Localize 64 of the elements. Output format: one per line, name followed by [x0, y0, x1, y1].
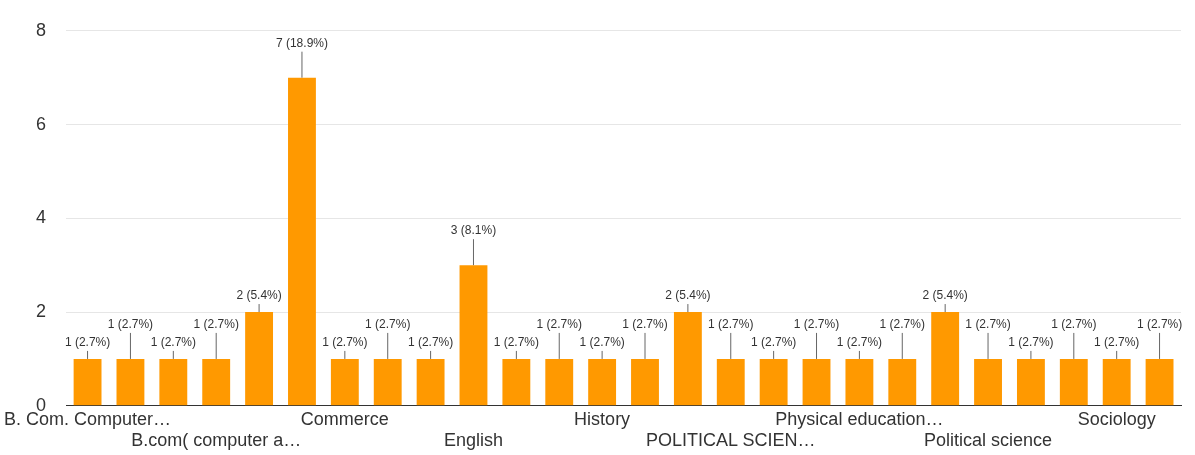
- bar: [330, 358, 359, 406]
- x-tick-label: Commerce: [300, 408, 389, 429]
- bar: [416, 358, 445, 406]
- bar: [845, 358, 874, 406]
- bar: [931, 312, 960, 406]
- bar: [802, 358, 831, 406]
- data-label: 1 (2.7%): [879, 317, 925, 332]
- data-label: 1 (2.7%): [793, 317, 840, 332]
- data-label: 7 (18.9%): [275, 35, 328, 50]
- bar: [588, 358, 617, 406]
- data-label: 1 (2.7%): [708, 317, 754, 332]
- data-label: 3 (8.1%): [450, 223, 497, 238]
- bar: [73, 358, 102, 406]
- data-label: 1 (2.7%): [1136, 317, 1183, 332]
- bar: [974, 358, 1002, 406]
- x-tick-label: English: [443, 430, 503, 451]
- bar: [673, 312, 702, 406]
- bar: [502, 358, 531, 406]
- data-label: 1 (2.7%): [1094, 335, 1140, 350]
- data-label: 1 (2.7%): [407, 335, 454, 350]
- bar: [1102, 358, 1131, 406]
- data-label: 2 (5.4%): [665, 288, 711, 303]
- data-label: 1 (2.7%): [322, 335, 368, 350]
- data-label: 1 (2.7%): [750, 335, 797, 350]
- bar: [202, 358, 231, 406]
- data-label: 1 (2.7%): [1008, 335, 1054, 350]
- bar: [1145, 358, 1174, 406]
- x-tick-label: Political science: [924, 430, 1053, 451]
- data-label: 1 (2.7%): [579, 335, 625, 350]
- bar: [759, 358, 788, 406]
- data-label: 1 (2.7%): [965, 317, 1011, 332]
- bar: [888, 358, 917, 406]
- data-label: 1 (2.7%): [107, 317, 154, 332]
- bar: [288, 77, 316, 406]
- data-label: 1 (2.7%): [193, 317, 239, 332]
- data-label: 1 (2.7%): [622, 317, 668, 332]
- bar: [716, 358, 745, 406]
- x-tick-label: History: [574, 408, 631, 429]
- data-label: 2 (5.4%): [922, 288, 968, 303]
- bar: [159, 358, 188, 406]
- bar: [1016, 358, 1045, 406]
- data-label: 1 (2.7%): [64, 335, 111, 350]
- bar: [545, 358, 574, 406]
- x-tick-label: POLITICAL SCIEN…: [646, 430, 816, 451]
- data-label: 1 (2.7%): [1051, 317, 1097, 332]
- y-tick-label: 8: [36, 19, 47, 40]
- data-label: 1 (2.7%): [150, 335, 196, 350]
- x-tick-label: Sociology: [1077, 408, 1156, 429]
- data-label: 1 (2.7%): [365, 317, 411, 332]
- bar: [459, 265, 488, 406]
- data-label: 1 (2.7%): [836, 335, 883, 350]
- x-tick-label: Physical education…: [775, 408, 944, 429]
- bar: [373, 358, 402, 406]
- data-label: 2 (5.4%): [236, 288, 282, 303]
- x-tick-label: B.com( computer a…: [131, 430, 302, 451]
- data-label: 1 (2.7%): [536, 317, 582, 332]
- bar: [1059, 358, 1088, 406]
- bar: [631, 358, 659, 406]
- bar: [116, 358, 145, 406]
- data-label: 1 (2.7%): [493, 335, 540, 350]
- y-tick-label: 2: [36, 301, 47, 322]
- bar: [245, 312, 274, 406]
- y-tick-label: 6: [36, 113, 47, 134]
- y-tick-label: 4: [36, 207, 47, 228]
